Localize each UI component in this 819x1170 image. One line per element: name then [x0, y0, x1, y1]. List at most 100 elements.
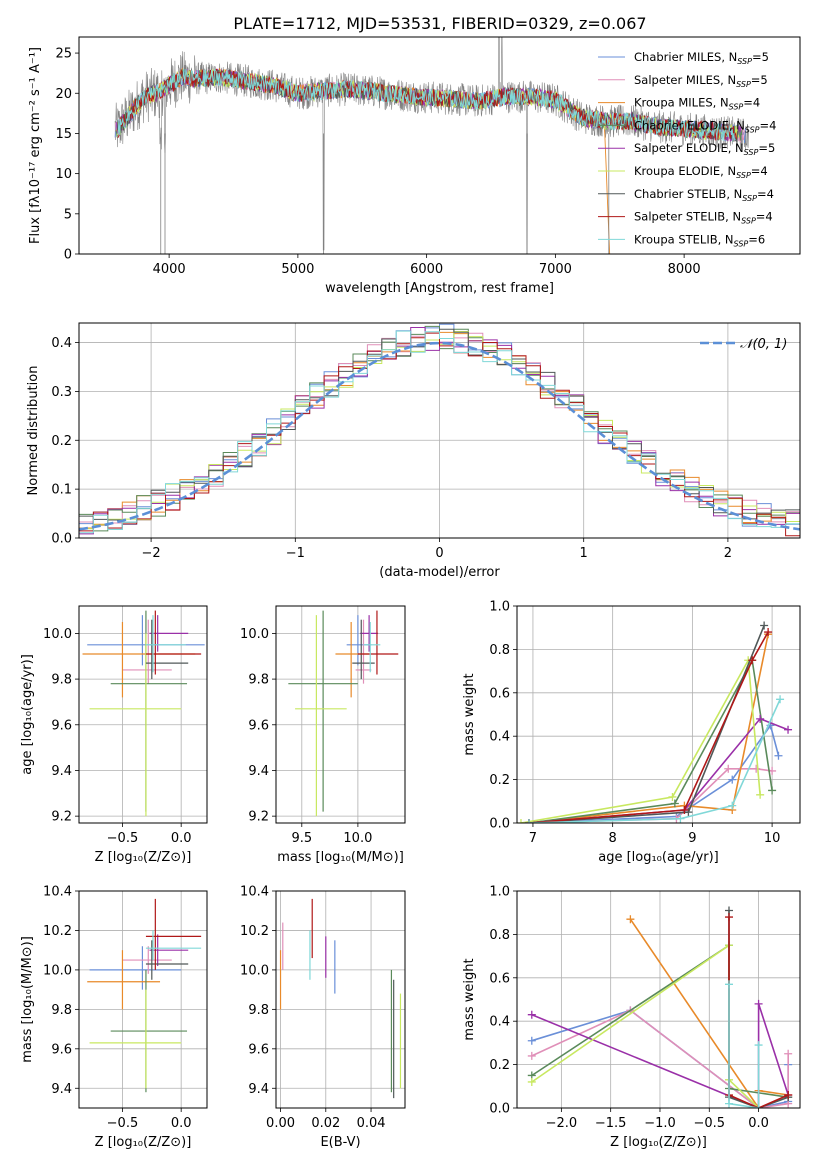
y-tick-label: 0.4	[51, 336, 72, 351]
y-tick-label: 9.2	[248, 810, 269, 825]
weight-line-kroupa-elodie	[531, 943, 760, 1108]
x-tick-label: 0.0	[171, 1116, 192, 1131]
x-tick-label: 0.0	[748, 1116, 769, 1131]
weight-marker	[676, 814, 685, 823]
axes-frame	[78, 890, 208, 1109]
x-tick-label: 9	[688, 831, 696, 846]
x-tick-label: 0.04	[357, 1116, 386, 1131]
weight-marker	[728, 775, 737, 784]
x-tick-label: 7000	[539, 262, 572, 277]
weight-marker	[784, 1090, 793, 1099]
weight-line-kroupa-miles	[528, 634, 769, 823]
weight-marker	[626, 915, 635, 924]
weight-marker	[725, 980, 734, 989]
axes-frame	[275, 605, 406, 824]
legend-entry: Kroupa MILES, NSSP=4	[634, 96, 760, 112]
weight-marker	[776, 695, 785, 704]
weight-line-kroupa-elodie	[520, 657, 761, 823]
y-tick-label: 9.4	[51, 1082, 72, 1097]
legend-entry: Chabrier STELIB, NSSP=4	[634, 187, 774, 203]
weight-marker	[527, 1051, 536, 1060]
y-tick-label: 1.0	[489, 885, 510, 900]
y-tick-label: 9.4	[51, 764, 72, 779]
x-tick-label: 1	[580, 546, 588, 561]
y-tick-label: 1.0	[489, 600, 510, 615]
y-tick-label: 0	[64, 248, 72, 263]
plot-area	[87, 898, 202, 1093]
axes-frame	[275, 890, 406, 1109]
y-tick-label: 10.0	[43, 627, 72, 642]
y-axis-label: mass weight	[462, 958, 477, 1040]
age-vs-metallicity-panel: −0.5 0.0 9.2 9.4 9.6 9.8 10.0 Z [log₁₀(Z/Z⊙)] ag…	[20, 605, 208, 865]
y-tick-label: 9.6	[248, 1042, 269, 1057]
age-vs-mass-panel: 9.5 10.0 9.2 9.4 9.6 9.8 10.0 mass [log₁₀(M/M⊙)…	[240, 605, 406, 865]
y-tick-label: 9.8	[51, 1003, 72, 1018]
weight-marker	[774, 751, 783, 760]
plot-area	[82, 610, 205, 817]
y-tick-label: 25	[55, 47, 72, 62]
axes-frame	[78, 322, 801, 539]
weight-line-salpeter-stelib	[528, 631, 769, 823]
x-tick-label: −2	[142, 546, 161, 561]
x-axis-label: wavelength [Angstrom, rest frame]	[325, 281, 554, 296]
y-tick-label: 10.4	[240, 885, 269, 900]
y-tick-label: 0.4	[489, 730, 510, 745]
y-axis-label: age [log₁₀(age/yr)]	[20, 654, 35, 775]
x-tick-label: 10.0	[343, 831, 372, 846]
weight-marker	[524, 819, 533, 823]
weight-vs-metallicity-panel: −2.0 −1.5 −1.0 −0.5 0.0 0.0 0.2 0.4 0.6 0.8 1.0 Z […	[462, 885, 801, 1150]
weight-marker	[784, 1049, 793, 1058]
x-tick-label: 8	[609, 831, 617, 846]
y-tick-label: 9.4	[248, 764, 269, 779]
plot-area	[517, 621, 793, 823]
y-tick-label: 0.0	[51, 532, 72, 547]
y-tick-label: 10	[55, 167, 72, 182]
y-tick-label: 9.2	[51, 810, 72, 825]
legend-entry: Salpeter ELODIE, NSSP=5	[634, 141, 775, 157]
legend-entry: Salpeter STELIB, NSSP=4	[634, 210, 773, 226]
model-spectrum-kroupa-stelib	[117, 68, 736, 142]
legend-entry: Chabrier ELODIE, NSSP=4	[634, 118, 776, 134]
y-tick-label: 9.6	[248, 718, 269, 733]
y-tick-label: 5	[64, 207, 72, 222]
y-tick-label: 9.6	[51, 718, 72, 733]
weight-vs-age-panel: 7 8 9 10 0.0 0.2 0.4 0.6 0.8 1.0 age [log₁₀(age/yr…	[462, 600, 801, 865]
x-axis-label: mass [log₁₀(M/M⊙)]	[277, 850, 404, 865]
x-tick-label: −0.5	[107, 1116, 139, 1131]
x-axis-label: E(B-V)	[320, 1135, 360, 1150]
axes-frame	[78, 36, 801, 255]
y-tick-label: 0.1	[51, 483, 72, 498]
x-axis-label: Z [log₁₀(Z/Z⊙)]	[95, 1135, 192, 1150]
x-tick-label: 0.0	[171, 831, 192, 846]
weight-marker	[725, 1099, 734, 1108]
x-tick-label: 2	[724, 546, 732, 561]
plot-area	[288, 610, 399, 817]
weight-line-chabrier-elodie	[528, 657, 773, 823]
y-tick-label: 0.2	[489, 1058, 510, 1073]
weight-marker	[724, 764, 733, 773]
weight-marker	[754, 999, 763, 1008]
x-axis-label: Z [log₁₀(Z/Z⊙)]	[95, 850, 192, 865]
residuals-histogram-panel: −2 −1 0 1 2 0.0 0.1 0.2 0.3 0.4 (data-model)/error…	[26, 322, 801, 580]
weight-line-salpeter-elodie	[528, 717, 789, 823]
plot-area	[527, 906, 793, 1108]
x-tick-label: 5000	[281, 262, 314, 277]
y-tick-label: 0.8	[489, 928, 510, 943]
y-tick-label: 0.3	[51, 385, 72, 400]
spectrum-panel: 4000 5000 6000 7000 8000 0 5 10 15 20 25 wavelength…	[28, 36, 801, 296]
x-tick-label: −1	[286, 546, 305, 561]
y-tick-label: 0.6	[489, 971, 510, 986]
x-axis-label: (data-model)/error	[379, 565, 500, 580]
y-tick-label: 10.0	[240, 627, 269, 642]
histogram-kroupa-stelib	[79, 330, 800, 534]
plot-area	[279, 898, 402, 1099]
legend-entry: Kroupa STELIB, NSSP=6	[634, 232, 765, 248]
x-tick-label: 8000	[668, 262, 701, 277]
y-axis-label: mass weight	[462, 673, 477, 755]
y-tick-label: 0.2	[489, 773, 510, 788]
y-tick-label: 0.6	[489, 686, 510, 701]
y-tick-label: 10.4	[43, 885, 72, 900]
legend-entry: 𝒩(0, 1)	[740, 337, 787, 352]
weight-marker	[752, 764, 761, 773]
x-tick-label: −0.5	[107, 831, 139, 846]
